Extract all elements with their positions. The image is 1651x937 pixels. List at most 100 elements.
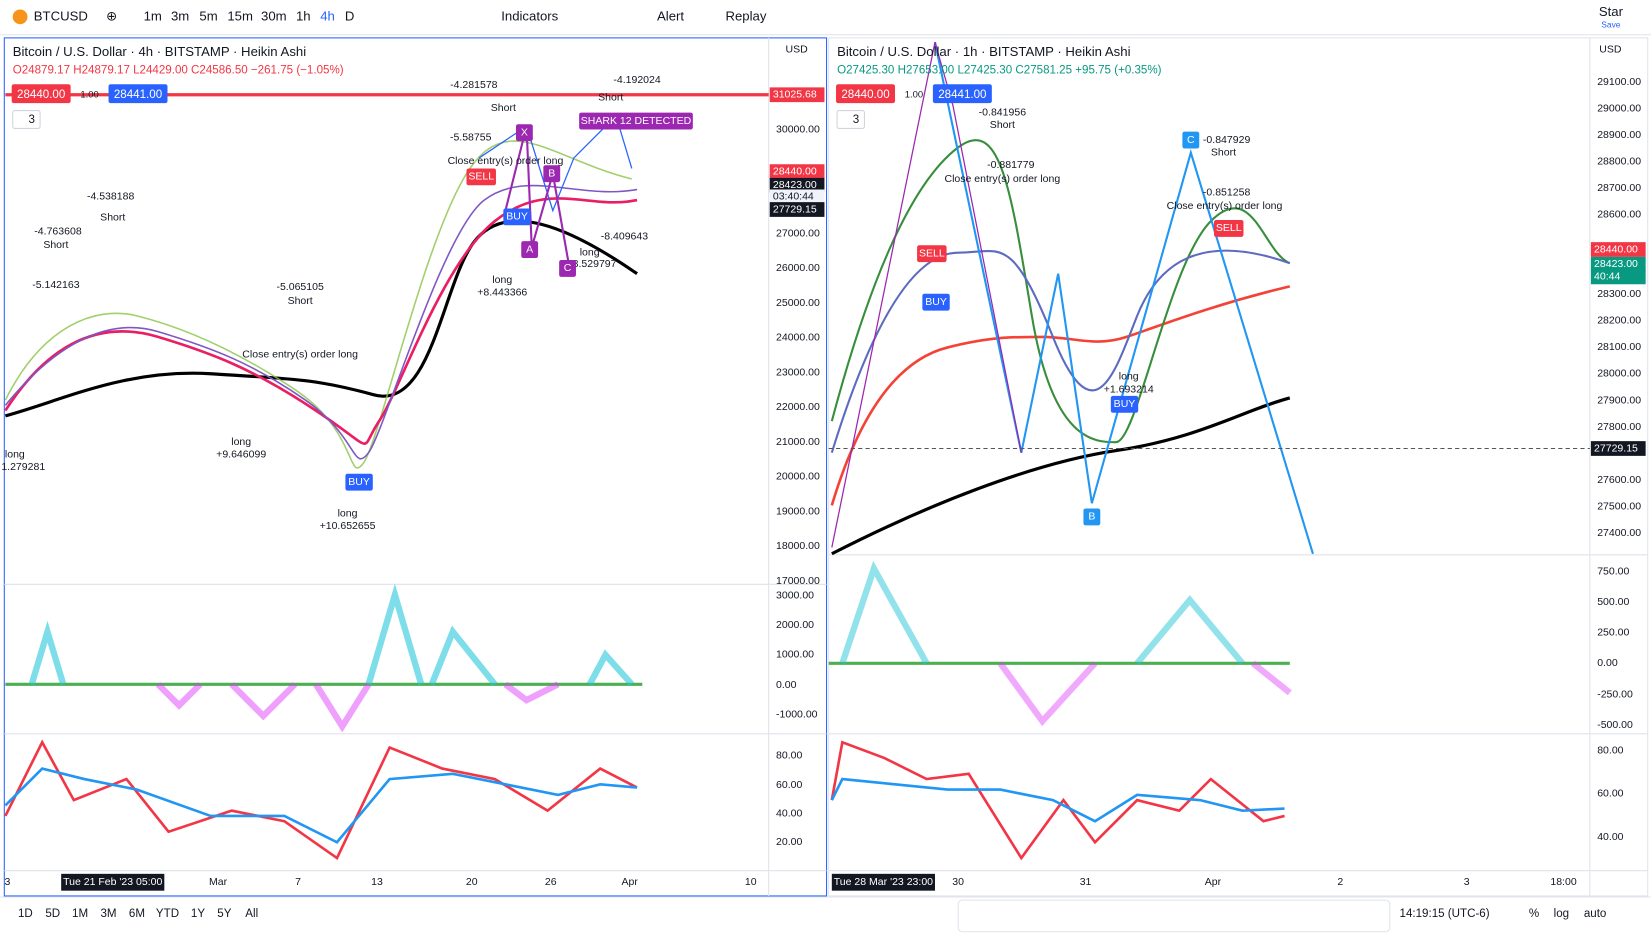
badge <box>579 112 693 130</box>
indicator-count: 3 <box>853 114 859 126</box>
rsi-label: 80.00 <box>776 750 802 762</box>
time-label: 2 <box>1337 876 1343 888</box>
range-button[interactable]: 1Y <box>191 908 205 920</box>
currency[interactable]: USD <box>1599 43 1622 55</box>
range-button[interactable]: All <box>245 908 258 920</box>
interval-button[interactable]: 30m <box>261 8 287 23</box>
ohlc: O27425.30 H27653.00 L27425.30 C27581.25 … <box>837 65 1162 77</box>
annotation: Short <box>491 102 516 114</box>
range-button[interactable]: 5Y <box>217 908 231 920</box>
annotation: -5.142163 <box>32 279 80 291</box>
ask-box <box>108 84 168 104</box>
interval-button[interactable]: 3m <box>171 8 189 23</box>
oscillator-histogram <box>839 560 1245 666</box>
oscillator-label: 2000.00 <box>776 619 814 631</box>
ask[interactable]: 28441.00 <box>938 89 986 101</box>
crosshair-time: Tue 21 Feb '23 05:00 <box>63 876 162 888</box>
price-tag-label: 40:44 <box>1594 271 1620 283</box>
annotation: -4.763608 <box>34 225 82 237</box>
rsi-line <box>4 767 638 844</box>
alert-button[interactable]: Alert <box>657 8 684 23</box>
range-button[interactable]: 1M <box>72 908 88 920</box>
auto-toggle[interactable]: auto <box>1584 908 1607 920</box>
crosshair-time-box <box>61 873 165 891</box>
annotation: -0.851258 <box>1203 186 1251 198</box>
time-label: Mar <box>209 876 228 888</box>
left-pane-frame <box>3 37 828 897</box>
time-label: 13 <box>371 876 383 888</box>
time-label: 18:00 <box>1550 876 1576 888</box>
price-tag-label: 28440.00 <box>773 165 817 177</box>
badge <box>1110 395 1139 413</box>
pattern-line <box>933 41 1314 555</box>
range-button[interactable]: 5D <box>45 908 60 920</box>
price-tag-label: 28423.00 <box>773 179 817 191</box>
annotation: -0.847929 <box>1203 134 1251 146</box>
annotation: -4.538188 <box>87 191 135 203</box>
pattern-line <box>831 41 1022 548</box>
percent-toggle[interactable]: % <box>1529 908 1539 920</box>
badge <box>503 208 531 226</box>
interval-button[interactable]: 1h <box>296 8 311 23</box>
price-label: 28100.00 <box>1597 341 1641 353</box>
annotation: -4.192024 <box>613 74 661 86</box>
spread: 1.00 <box>905 89 923 100</box>
range-button[interactable]: 6M <box>129 908 145 920</box>
annotation: -4.281578 <box>450 79 498 91</box>
rsi-label: 40.00 <box>1597 831 1623 843</box>
time-label: 30 <box>952 876 964 888</box>
indicator-toggle[interactable] <box>836 110 865 129</box>
price-label: 27000.00 <box>776 228 820 240</box>
rsi-line <box>4 739 638 861</box>
interval-button[interactable]: 15m <box>227 8 253 23</box>
annotation: +1.693214 <box>1104 383 1154 395</box>
user-name[interactable]: Star <box>1599 4 1624 19</box>
interval-button[interactable]: 1m <box>144 8 162 23</box>
price-label: 28000.00 <box>1597 368 1641 380</box>
price-label: 28600.00 <box>1597 209 1641 221</box>
badge <box>1083 508 1101 526</box>
add-symbol[interactable]: ⊕ <box>106 8 117 23</box>
moving-average <box>4 140 632 469</box>
time-label: 26 <box>545 876 557 888</box>
interval-button[interactable]: D <box>345 8 355 23</box>
indicator-toggle[interactable] <box>12 110 41 129</box>
oscillator-label: 1000.00 <box>776 649 814 661</box>
symbol[interactable]: BTCUSD <box>34 8 88 23</box>
indicators-button[interactable]: Indicators <box>501 8 558 23</box>
replay-button[interactable]: Replay <box>725 8 766 23</box>
price-label: 27600.00 <box>1597 474 1641 486</box>
badge-label: SHARK 12 DETECTED <box>581 115 692 127</box>
badge-label: SELL <box>919 248 945 260</box>
range-button[interactable]: 3M <box>100 908 116 920</box>
moving-average <box>4 197 638 445</box>
save-button[interactable]: Save <box>1601 19 1620 29</box>
currency[interactable]: USD <box>785 43 808 55</box>
badge-label: BUY <box>348 476 370 488</box>
price-tag <box>1590 256 1646 272</box>
bid[interactable]: 28440.00 <box>17 89 65 101</box>
badge <box>515 124 533 142</box>
price-label: 28300.00 <box>1597 288 1641 300</box>
oscillator-label: 3000.00 <box>776 590 814 602</box>
bid[interactable]: 28440.00 <box>841 89 889 101</box>
oscillator-histogram <box>997 660 1292 727</box>
indicator-count: 3 <box>28 114 34 126</box>
price-label: 23000.00 <box>776 366 820 378</box>
log-toggle[interactable]: log <box>1554 908 1569 920</box>
clock: 14:19:15 (UTC-6) <box>1400 908 1490 920</box>
range-button[interactable]: 1D <box>18 908 33 920</box>
interval-button[interactable]: 5m <box>199 8 217 23</box>
range-button[interactable]: YTD <box>156 908 179 920</box>
annotation: long <box>1119 371 1139 383</box>
interval-button[interactable]: 4h <box>320 8 335 23</box>
right-drawing <box>828 41 1590 861</box>
annotation: -0.881779 <box>987 159 1035 171</box>
rsi-label: 60.00 <box>1597 788 1623 800</box>
ask[interactable]: 28441.00 <box>114 89 162 101</box>
rsi-label: 80.00 <box>1597 744 1623 756</box>
time-label: 7 <box>295 876 301 888</box>
